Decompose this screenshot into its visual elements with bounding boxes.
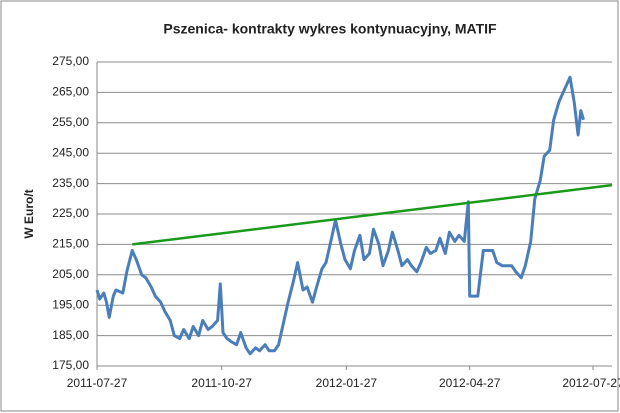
y-tick-label: 255,00 [52, 115, 89, 129]
x-tick-label: 2012-04-27 [439, 376, 501, 390]
x-tick-label: 2012-07-27 [562, 376, 620, 390]
y-tick-label: 185,00 [52, 328, 89, 342]
chart-title: Pszenica- kontrakty wykres kontynuacyjny… [163, 21, 497, 37]
y-axis-label: W Euro/t [22, 189, 36, 238]
y-tick-label: 175,00 [52, 358, 89, 372]
trend-line [132, 183, 613, 246]
x-tick-label: 2012-01-27 [316, 376, 378, 390]
y-tick-label: 215,00 [52, 237, 89, 251]
y-tick-label: 245,00 [52, 145, 89, 159]
y-tick-label: 225,00 [52, 206, 89, 220]
x-tick-label: 2011-10-27 [191, 376, 252, 390]
y-tick-label: 265,00 [52, 85, 89, 99]
x-tick-label: 2011-07-27 [67, 376, 128, 390]
y-tick-label: 205,00 [52, 267, 89, 281]
y-tick-label: 195,00 [52, 297, 89, 311]
y-tick-label: 275,00 [52, 54, 89, 68]
y-tick-label: 235,00 [52, 176, 89, 190]
